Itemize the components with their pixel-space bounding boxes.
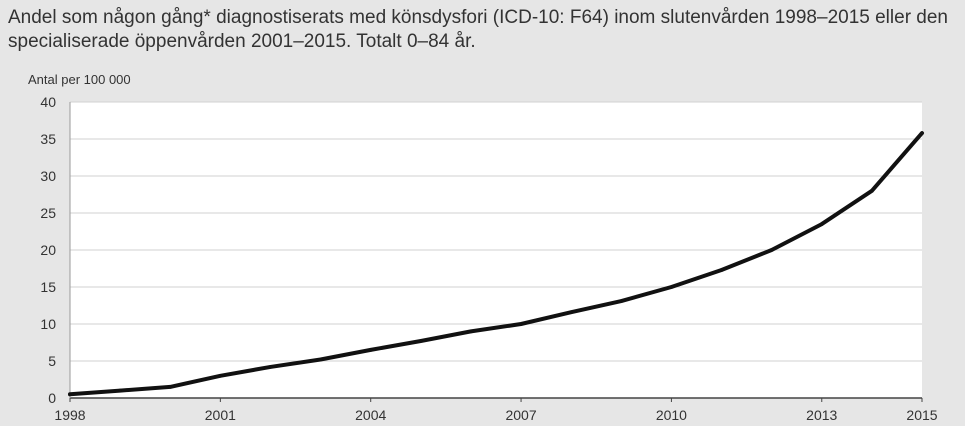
data-point-2003 xyxy=(318,357,323,362)
y-tick-label-0: 0 xyxy=(48,390,56,406)
x-tick-label-2013: 2013 xyxy=(806,407,837,423)
data-point-2006 xyxy=(469,329,473,334)
data-point-2011 xyxy=(719,268,724,272)
x-tick-label-1998: 1998 xyxy=(54,407,85,423)
data-point-2001 xyxy=(218,374,223,378)
chart-title: Andel som någon gång* diagnostiserats me… xyxy=(8,7,948,52)
x-tick-label-2015: 2015 xyxy=(906,407,937,423)
data-point-2012 xyxy=(769,248,774,252)
y-tick-label-35: 35 xyxy=(40,131,56,147)
x-tick-label-2001: 2001 xyxy=(205,407,236,423)
x-tick-label-2004: 2004 xyxy=(355,407,386,423)
series-layer xyxy=(68,131,924,397)
data-point-2010 xyxy=(669,285,674,289)
data-point-2009 xyxy=(619,299,624,303)
data-point-2015 xyxy=(920,131,924,135)
x-tick-label-2010: 2010 xyxy=(656,407,687,423)
data-point-2013 xyxy=(819,222,824,226)
y-tick-labels: 0 5 10 15 20 25 30 35 40 xyxy=(40,94,56,406)
series-line-0 xyxy=(68,131,924,397)
y-tick-label-20: 20 xyxy=(40,242,56,258)
y-tick-label-40: 40 xyxy=(40,94,56,110)
y-tick-label-10: 10 xyxy=(40,316,56,332)
grid-lines xyxy=(70,101,922,362)
data-point-1998 xyxy=(68,392,72,397)
x-tick-label-2007: 2007 xyxy=(505,407,536,423)
x-tick-labels: 1998 2001 2004 2007 2010 2013 2015 xyxy=(54,398,938,423)
data-point-2005 xyxy=(419,339,423,343)
axes xyxy=(69,102,922,399)
data-point-2002 xyxy=(268,365,273,369)
data-point-2000 xyxy=(168,385,173,389)
data-point-2007 xyxy=(519,322,523,326)
data-point-2004 xyxy=(368,348,373,352)
data-point-2014 xyxy=(870,189,874,193)
y-axis-label: Antal per 100 000 xyxy=(28,72,131,87)
y-tick-label-30: 30 xyxy=(40,168,56,184)
y-tick-label-5: 5 xyxy=(48,353,56,369)
y-tick-label-15: 15 xyxy=(40,279,56,295)
data-point-2008 xyxy=(569,310,573,314)
data-point-1999 xyxy=(118,388,122,393)
y-tick-label-25: 25 xyxy=(40,205,56,221)
